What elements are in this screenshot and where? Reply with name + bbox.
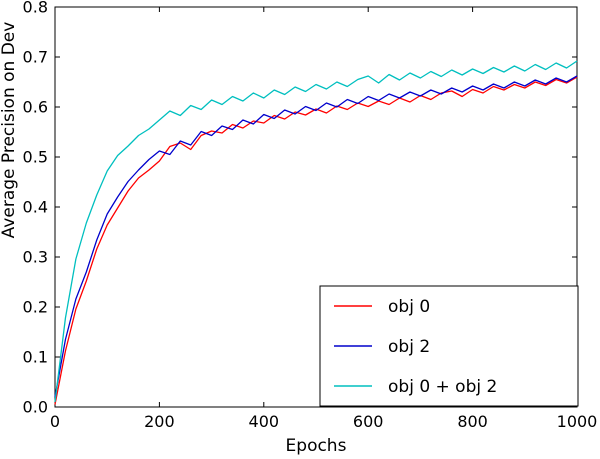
chart-line-obj-0	[54, 76, 578, 405]
y-tick-label: 0.2	[23, 298, 48, 317]
y-tick-label: 0.6	[23, 98, 48, 117]
x-tick-label: 0	[50, 412, 60, 431]
x-tick-label: 1000	[557, 412, 598, 431]
x-tick-label: 200	[144, 412, 175, 431]
y-tick-label: 0.3	[23, 248, 48, 267]
x-tick-label: 400	[249, 412, 280, 431]
x-tick-label: 800	[457, 412, 488, 431]
y-axis-label: Average Precision on Dev	[0, 22, 19, 239]
x-axis-label: Epochs	[286, 436, 347, 456]
chart-line-obj-2	[54, 75, 578, 398]
legend-label: obj 0	[388, 297, 430, 317]
y-tick-label: 0.7	[23, 48, 48, 67]
x-tick-label: 600	[353, 412, 384, 431]
y-tick-label: 0.8	[23, 0, 48, 17]
y-tick-label: 0.1	[23, 348, 48, 367]
plot-area: 0 200 400 600 800 1000 0.0 0.1 0.2 0.3 0.4 0.5 0.6 0.…	[23, 0, 598, 431]
y-tick-label: 0.4	[23, 198, 48, 217]
legend-label: obj 2	[388, 337, 430, 357]
legend-label: obj 0 + obj 2	[388, 377, 497, 397]
y-tick-label: 0.5	[23, 148, 48, 167]
y-tick-label: 0.0	[23, 398, 48, 417]
chart-line-obj-0-obj-2	[54, 60, 578, 403]
